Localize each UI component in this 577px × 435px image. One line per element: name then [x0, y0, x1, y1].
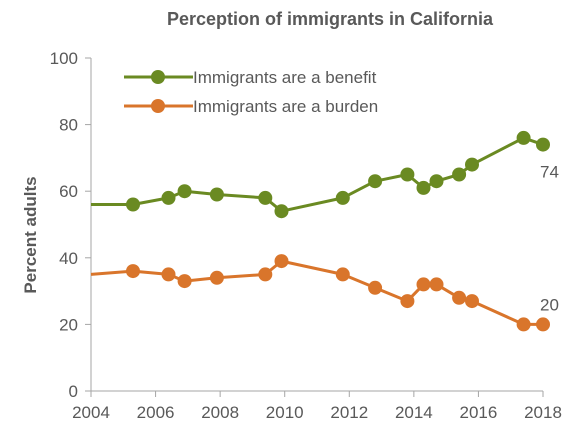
y-tick-label: 20	[59, 315, 78, 334]
series-line	[91, 136, 544, 213]
legend-label: Immigrants are a burden	[193, 97, 378, 116]
y-tick-label: 0	[69, 382, 78, 401]
x-tick-label: 2014	[395, 403, 433, 422]
data-point	[465, 294, 479, 309]
end-value-label: 74	[540, 163, 559, 182]
data-point	[452, 290, 467, 305]
x-tick-label: 2018	[524, 403, 562, 422]
x-tick-label: 2004	[72, 403, 110, 422]
data-point	[516, 317, 531, 332]
legend-item: Immigrants are a benefit	[124, 68, 377, 87]
y-tick-label: 60	[59, 182, 78, 201]
data-point	[368, 174, 383, 189]
data-point	[335, 190, 350, 205]
data-point	[465, 157, 479, 172]
data-point	[516, 130, 531, 145]
data-point	[161, 267, 176, 282]
data-point	[536, 317, 550, 332]
series-layer	[90, 130, 550, 332]
x-tick-label: 2012	[330, 403, 368, 422]
legend-swatch-marker	[151, 99, 165, 113]
data-point	[258, 190, 273, 205]
data-point	[126, 197, 140, 212]
data-point	[416, 180, 431, 195]
data-point	[452, 167, 467, 182]
data-point	[400, 167, 415, 182]
end-value-label: 20	[540, 295, 559, 314]
data-point	[177, 274, 192, 289]
data-point	[177, 184, 192, 199]
data-point	[126, 264, 140, 279]
end-labels: 74 20	[540, 163, 559, 315]
series-2	[90, 254, 550, 332]
data-point	[274, 254, 289, 269]
data-point	[209, 187, 224, 202]
legend-label: Immigrants are a benefit	[193, 68, 377, 87]
data-point	[536, 137, 550, 152]
y-tick-label: 80	[59, 116, 78, 135]
data-point	[400, 294, 415, 309]
legend-item: Immigrants are a burden	[124, 97, 378, 116]
y-tick-label: 40	[59, 249, 78, 268]
x-tick-label: 2008	[201, 403, 239, 422]
data-point	[429, 174, 444, 189]
data-point	[258, 267, 273, 282]
y-tick-label: 100	[50, 49, 78, 68]
data-point	[335, 267, 350, 282]
chart-title: Perception of immigrants in California	[167, 9, 494, 29]
series-line	[90, 259, 543, 326]
x-tick-label: 2010	[266, 403, 304, 422]
data-point	[416, 277, 431, 292]
legend: Immigrants are a benefit Immigrants are a…	[124, 68, 378, 116]
data-point	[368, 280, 383, 295]
data-point	[429, 277, 444, 292]
axes: 0 20 40 60 80 100 2004 2006 2008 2010 2012 2014 2016…	[50, 49, 562, 422]
x-tick-label: 2006	[137, 403, 175, 422]
data-point	[161, 190, 176, 205]
data-point	[274, 204, 289, 219]
x-tick-label: 2016	[460, 403, 498, 422]
data-point	[209, 270, 224, 285]
legend-swatch-marker	[151, 70, 165, 84]
series-1	[91, 130, 550, 219]
y-axis-label: Percent adults	[21, 176, 40, 293]
